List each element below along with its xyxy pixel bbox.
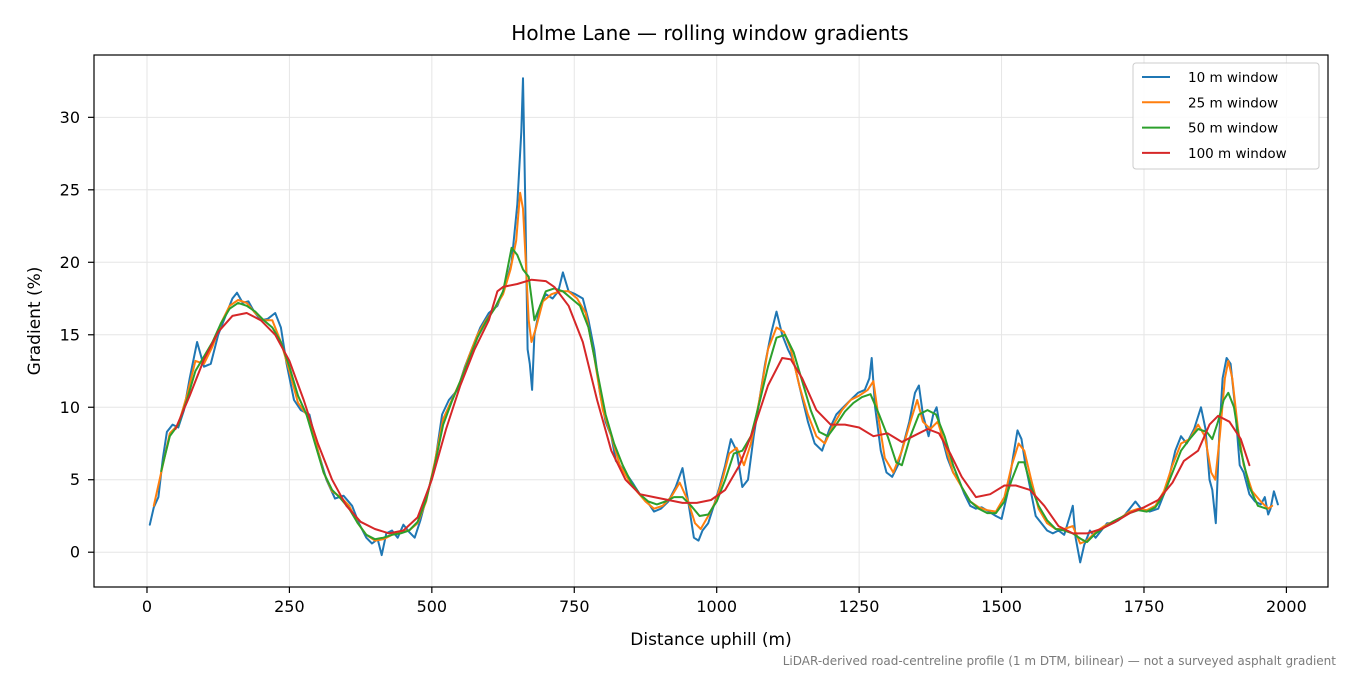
x-tick-label: 750: [559, 597, 590, 616]
x-tick-label: 1000: [696, 597, 737, 616]
footnote: LiDAR-derived road-centreline profile (1…: [783, 654, 1337, 668]
legend-label: 50 m window: [1188, 121, 1278, 137]
x-axis-ticks: 0 250 500 750 1000 1250 1500 1750 2000: [142, 587, 1307, 616]
x-axis-label: Distance uphill (m): [630, 630, 791, 650]
y-tick-label: 30: [60, 108, 80, 127]
plot-frame: [93, 54, 1329, 588]
y-tick-label: 0: [70, 543, 80, 562]
y-tick-label: 5: [70, 470, 80, 489]
y-tick-label: 15: [60, 325, 80, 344]
legend-label: 100 m window: [1188, 146, 1287, 162]
legend-label: 25 m window: [1188, 95, 1278, 111]
x-tick-label: 1750: [1124, 597, 1165, 616]
legend: 10 m window 25 m window 50 m window 100 m w…: [1132, 62, 1320, 170]
x-tick-label: 1250: [839, 597, 880, 616]
y-tick-label: 10: [60, 398, 80, 417]
y-tick-label: 20: [60, 253, 80, 272]
x-tick-label: 250: [274, 597, 305, 616]
series-line-3: [160, 246, 1268, 544]
legend-box: [1132, 62, 1320, 170]
chart-title: Holme Lane — rolling window gradients: [511, 21, 908, 45]
series-lines: [148, 77, 1279, 564]
x-tick-label: 0: [142, 597, 152, 616]
legend-label: 10 m window: [1188, 70, 1278, 86]
series-line-4: [174, 278, 1251, 535]
x-tick-label: 500: [417, 597, 448, 616]
x-tick-label: 1500: [981, 597, 1022, 616]
y-tick-label: 25: [60, 180, 80, 199]
x-tick-label: 2000: [1266, 597, 1307, 616]
y-axis-label: Gradient (%): [25, 267, 45, 376]
y-axis-ticks: 0 5 10 15 20 25 30: [60, 108, 94, 562]
